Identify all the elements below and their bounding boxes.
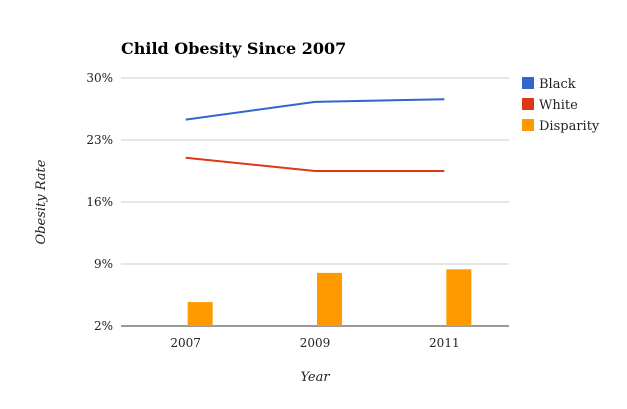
x-axis-ticks: 2007 2009 2011 bbox=[170, 336, 459, 350]
y-tick-label: 2% bbox=[94, 319, 113, 333]
x-tick-label: 2011 bbox=[429, 336, 460, 350]
y-axis-ticks: 2% 9% 16% 23% 30% bbox=[86, 71, 113, 333]
x-tick-label: 2009 bbox=[300, 336, 331, 350]
legend-label: Disparity bbox=[539, 119, 600, 134]
y-tick-label: 30% bbox=[86, 71, 113, 85]
legend: Black White Disparity bbox=[522, 77, 600, 134]
legend-label: White bbox=[539, 98, 578, 113]
disparity-bars bbox=[187, 269, 472, 326]
legend-swatch bbox=[522, 77, 534, 89]
y-tick-label: 9% bbox=[94, 257, 113, 271]
y-tick-label: 23% bbox=[86, 133, 113, 147]
x-tick-label: 2007 bbox=[170, 336, 201, 350]
x-axis-label: Year bbox=[300, 370, 330, 385]
legend-swatch bbox=[522, 98, 534, 110]
legend-label: Black bbox=[539, 77, 576, 92]
grid-lines bbox=[121, 77, 509, 327]
disparity-bar bbox=[446, 269, 472, 326]
y-tick-label: 16% bbox=[86, 195, 113, 209]
series-lines bbox=[185, 98, 445, 172]
chart-title: Child Obesity Since 2007 bbox=[121, 39, 346, 58]
white-series-line bbox=[185, 156, 445, 172]
legend-swatch bbox=[522, 119, 534, 131]
y-axis-label: Obesity Rate bbox=[34, 159, 49, 244]
disparity-bar bbox=[317, 272, 342, 326]
disparity-bar bbox=[187, 302, 213, 326]
black-series-line bbox=[185, 98, 445, 121]
